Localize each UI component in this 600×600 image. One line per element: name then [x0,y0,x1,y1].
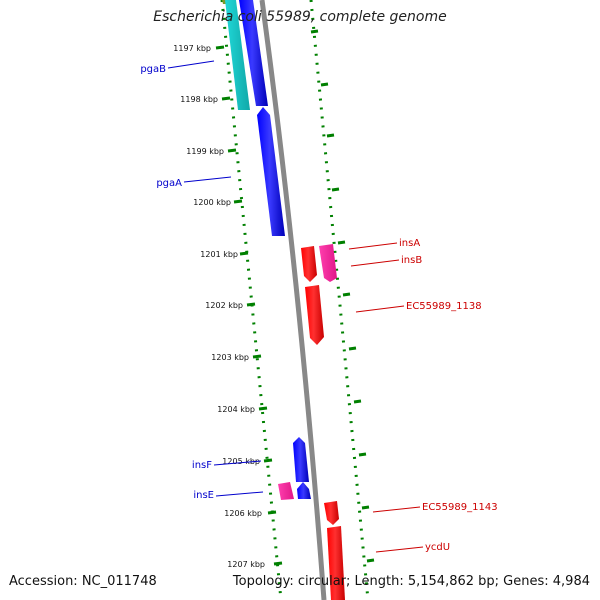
insE-leader [215,491,264,497]
pgaB-gene[interactable] [239,0,268,106]
genome-backbone [259,0,327,600]
inner-ruler-ticks [215,45,283,566]
outer-dotted-track [309,0,370,600]
insF-gene[interactable] [293,437,309,482]
label-EC55989_1143[interactable]: EC55989_1143 [422,502,498,513]
pgaB-cyan-feature [225,0,250,110]
ycdU-gene[interactable] [327,526,345,600]
label-pgaB[interactable]: pgaB [140,64,166,75]
tick-label-1198: 1198 kbp [180,95,218,104]
EC55989_1138-gene[interactable] [305,285,324,345]
tick-label-1205: 1205 kbp [222,457,260,466]
tick-1205 [263,458,273,463]
tick-1207 [273,561,283,566]
tick-1204 [258,406,268,411]
tick-1203 [252,354,262,359]
pgaA-leader [183,176,232,183]
insA-leader [348,242,398,250]
label-insE[interactable]: insE [193,490,214,501]
tick-label-1206: 1206 kbp [224,509,262,518]
tick-label-1201: 1201 kbp [200,250,238,259]
outer-ruler-ticks [310,29,375,563]
insE-gene[interactable] [278,482,294,500]
genome-summary: Topology: circular; Length: 5,154,862 bp… [232,574,590,589]
tick-label-1199: 1199 kbp [186,147,224,156]
label-EC55989_1138[interactable]: EC55989_1138 [406,301,482,312]
label-pgaA[interactable]: pgaA [156,178,182,189]
EC55989_1143-leader [372,506,421,513]
insF-leader [213,460,262,466]
tick-1202 [246,302,256,307]
insA-gene[interactable] [301,246,317,282]
tick-label-1200: 1200 kbp [193,198,231,207]
insB-gene[interactable] [319,244,337,282]
map-title: Escherichia coli 55989, complete genome [153,9,447,25]
insB-leader [350,259,400,267]
tick-1201 [239,251,249,256]
pgaB-leader [167,60,215,69]
tick-1199 [227,148,237,153]
label-insF[interactable]: insF [192,460,212,471]
label-insB[interactable]: insB [401,255,422,266]
pgaA-gene[interactable] [257,107,285,236]
tick-label-1207: 1207 kbp [227,560,265,569]
tick-label-1197: 1197 kbp [173,44,211,53]
tick-1197 [215,45,225,50]
tick-label-1202: 1202 kbp [205,301,243,310]
tick-1200 [233,199,243,204]
label-insA[interactable]: insA [399,238,420,249]
tick-label-1204: 1204 kbp [217,405,255,414]
ycdU-leader [375,546,424,553]
inner-dotted-track [220,0,283,600]
accession-label: Accession: NC_011748 [9,574,157,589]
label-ycdU[interactable]: ycdU [425,542,450,553]
tick-1206 [267,510,277,515]
tick-label-1203: 1203 kbp [211,353,249,362]
tick-1198 [221,96,231,101]
EC55989_1143-gene[interactable] [324,501,339,525]
EC55989_1138-leader [355,305,405,313]
insE-blue-gene[interactable] [297,482,311,499]
